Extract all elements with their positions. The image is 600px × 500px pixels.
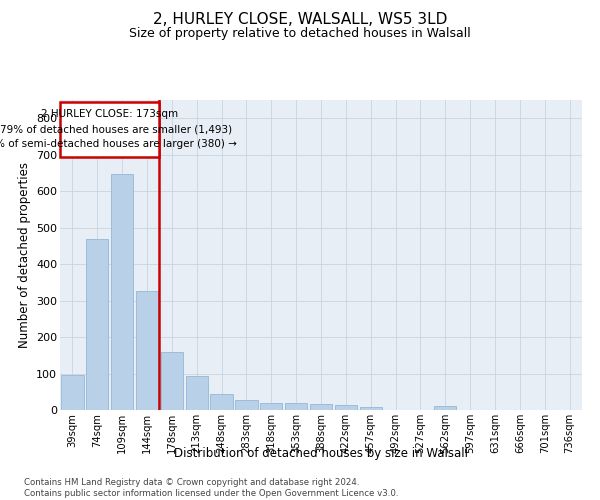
FancyBboxPatch shape [60, 102, 160, 156]
Bar [359, 407, 382, 410]
Text: Distribution of detached houses by size in Walsall: Distribution of detached houses by size … [174, 448, 468, 460]
Text: 2 HURLEY CLOSE: 173sqm
← 79% of detached houses are smaller (1,493)
20% of semi-: 2 HURLEY CLOSE: 173sqm ← 79% of detached… [0, 110, 237, 149]
Y-axis label: Number of detached properties: Number of detached properties [17, 162, 31, 348]
Bar [335, 405, 357, 410]
Bar [161, 352, 183, 410]
Bar [235, 400, 257, 410]
Bar [211, 394, 233, 410]
Bar [260, 402, 283, 410]
Bar [185, 376, 208, 410]
Text: 2, HURLEY CLOSE, WALSALL, WS5 3LD: 2, HURLEY CLOSE, WALSALL, WS5 3LD [153, 12, 447, 28]
Text: Contains HM Land Registry data © Crown copyright and database right 2024.
Contai: Contains HM Land Registry data © Crown c… [24, 478, 398, 498]
Bar [111, 174, 133, 410]
Bar [86, 238, 109, 410]
Text: Size of property relative to detached houses in Walsall: Size of property relative to detached ho… [129, 28, 471, 40]
Bar [61, 376, 83, 410]
Bar [136, 292, 158, 410]
Bar [434, 406, 457, 410]
Bar [310, 404, 332, 410]
Bar [285, 402, 307, 410]
